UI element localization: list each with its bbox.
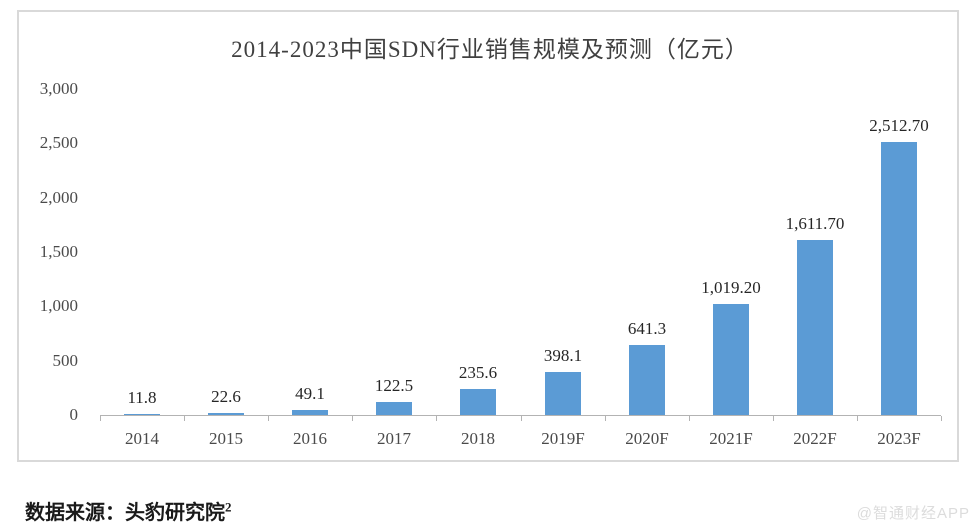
bar-value-label-2016: 49.1 <box>295 384 325 403</box>
x-axis-tick <box>352 416 353 421</box>
x-axis-tick <box>521 416 522 421</box>
bar-2017 <box>376 402 412 415</box>
bar-2022F <box>797 240 833 415</box>
bar-2020F <box>629 345 665 415</box>
bar-2023F <box>881 142 917 415</box>
y-axis-label: 3,000 <box>39 79 78 98</box>
bar-2015 <box>208 413 244 415</box>
x-axis-category-2018: 2018 <box>461 429 495 448</box>
y-axis-label: 500 <box>52 351 79 370</box>
x-axis-category-2022F: 2022F <box>793 429 837 448</box>
watermark-text: @智通财经APP <box>856 505 970 522</box>
bar-2016 <box>292 410 328 415</box>
x-axis-tick <box>773 416 774 421</box>
bar-2014 <box>124 414 160 415</box>
y-axis-label: 1,000 <box>39 296 78 315</box>
bar-value-label-2020F: 641.3 <box>627 319 667 338</box>
bar-2018 <box>460 389 496 415</box>
x-axis-category-2016: 2016 <box>293 429 327 448</box>
y-axis-label: 2,500 <box>39 133 78 152</box>
bar-value-label-2018: 235.6 <box>458 363 498 382</box>
x-axis-tick <box>941 416 942 421</box>
x-axis-tick <box>184 416 185 421</box>
x-axis-tick <box>857 416 858 421</box>
x-axis-category-2023F: 2023F <box>877 429 921 448</box>
data-source-superscript: 2 <box>225 499 232 515</box>
x-axis-tick <box>100 416 101 421</box>
x-axis-tick <box>268 416 269 421</box>
x-axis-tick <box>605 416 606 421</box>
x-axis-tick <box>689 416 690 421</box>
x-axis-category-2019F: 2019F <box>541 429 585 448</box>
bar-2021F <box>713 304 749 415</box>
y-axis-label: 2,000 <box>39 188 78 207</box>
data-source-text: 数据来源：头豹研究院 <box>25 502 225 524</box>
bar-value-label-2015: 22.6 <box>211 387 241 406</box>
bar-value-label-2017: 122.5 <box>374 376 414 395</box>
data-source-note: 数据来源：头豹研究院2 <box>25 496 232 525</box>
x-axis-category-2015: 2015 <box>209 429 243 448</box>
bar-value-label-2023F: 2,512.70 <box>869 116 929 135</box>
bar-value-label-2022F: 1,611.70 <box>785 214 845 233</box>
bar-value-label-2021F: 1,019.20 <box>701 278 761 297</box>
x-axis-category-2014: 2014 <box>125 429 159 448</box>
bar-2019F <box>545 372 581 415</box>
chart-title: 2014-2023中国SDN行业销售规模及预测（亿元） <box>231 37 749 62</box>
x-axis-line <box>100 415 941 416</box>
bar-value-label-2014: 11.8 <box>127 388 157 407</box>
bar-value-label-2019F: 398.1 <box>543 346 583 365</box>
y-axis-label: 1,500 <box>39 242 78 261</box>
x-axis-category-2020F: 2020F <box>625 429 669 448</box>
x-axis-tick <box>436 416 437 421</box>
x-axis-category-2017: 2017 <box>377 429 411 448</box>
y-axis-label: 0 <box>69 405 79 424</box>
x-axis-category-2021F: 2021F <box>709 429 753 448</box>
